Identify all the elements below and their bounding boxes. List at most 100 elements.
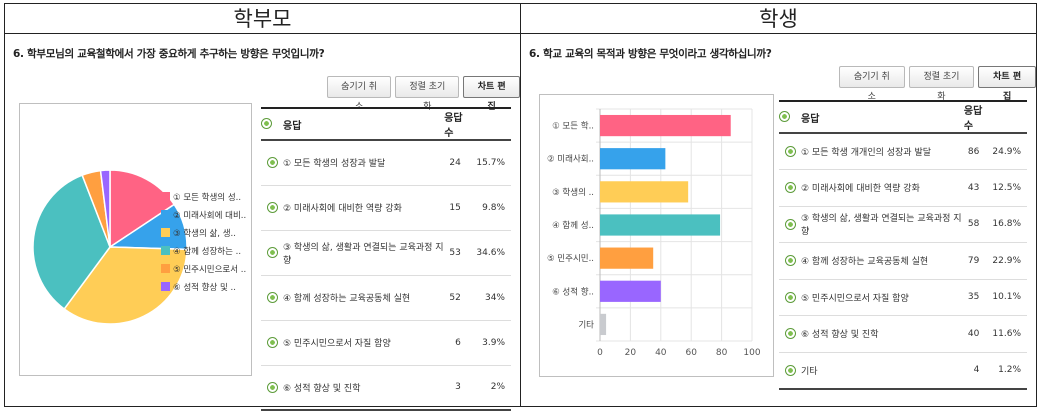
response-table: 응답 응답수 ① 모든 학생 개개인의 성장과 발달 86 24.9% ② 미래사회에… [779,100,1027,390]
y-tick-label: 기타 [578,320,594,330]
y-tick-label: ③ 학생의 .. [552,187,594,198]
legend-swatch [161,264,170,273]
answer-cell: ① 모든 학생 개개인의 성장과 발달 [801,133,964,170]
table-row[interactable]: ③ 학생의 삶, 생활과 연결되는 교육과정 지향 53 34.6% [261,230,511,276]
radio-icon [784,255,796,267]
answer-cell: ⑤ 민주시민으로서 자질 함양 [801,279,964,316]
response-table: 응답 응답수 ① 모든 학생의 성장과 발달 24 15.7% ② 미래사회에 대비한… [261,107,511,411]
answer-cell: ① 모든 학생의 성장과 발달 [283,140,445,186]
y-tick-label: ④ 함께 성.. [552,221,594,231]
panel-header: 학부모 [5,4,520,34]
legend-item: ① 모든 학생의 성.. [161,191,241,203]
radio-icon [784,328,796,340]
table-row[interactable]: ① 모든 학생 개개인의 성장과 발달 86 24.9% [779,133,1027,170]
legend-swatch [161,246,170,255]
radio-icon [261,118,272,130]
pie-slice [99,169,111,248]
x-tick-label: 0 [597,348,603,358]
pie-slice [63,246,188,325]
answer-cell: ④ 함께 성장하는 교육공동체 실현 [283,275,445,321]
legend-swatch [161,210,170,219]
x-tick-label: 20 [625,348,637,358]
legend-swatch [161,228,170,237]
y-tick-label: ⑥ 성적 향.. [552,286,594,297]
bar [600,114,731,137]
percent-cell: 16.8% [983,206,1027,243]
table-row[interactable]: ⑥ 성적 향상 및 진학 40 11.6% [779,315,1027,353]
percent-cell: 34.6% [464,230,511,276]
pie-slice [109,169,176,249]
legend-item: ⑥ 성적 향상 및 .. [161,281,236,293]
count-cell: 3 [444,365,465,411]
reset-sort-button[interactable]: 정렬 초기화 [908,66,975,102]
edit-chart-button[interactable]: 차트 편집 [978,66,1036,102]
answer-cell: ② 미래사회에 대비한 역량 강화 [801,169,964,207]
answer-cell: ② 미래사회에 대비한 역량 강화 [283,185,445,231]
bar [600,280,661,302]
y-tick-label: ② 미래사회.. [547,155,594,165]
answer-cell: ③ 학생의 삶, 생활과 연결되는 교육과정 지향 [801,206,964,243]
radio-icon [266,157,278,169]
bar [600,148,666,170]
answer-cell: ⑤ 민주시민으로서 자질 함양 [283,320,445,366]
count-header: 응답수 [444,107,511,141]
reset-sort-button[interactable]: 정렬 초기화 [395,76,460,112]
table-row[interactable]: ③ 학생의 삶, 생활과 연결되는 교육과정 지향 58 16.8% [779,206,1027,243]
table-row[interactable]: ⑤ 민주시민으로서 자질 함양 6 3.9% [261,320,511,366]
x-tick-label: 100 [743,348,760,358]
percent-cell: 22.9% [983,242,1027,280]
table-row[interactable]: ⑥ 성적 향상 및 진학 3 2% [261,365,511,411]
legend-label: ④ 함께 성장하는 .. [173,247,242,257]
table-row[interactable]: ② 미래사회에 대비한 역량 강화 43 12.5% [779,169,1027,207]
table-row[interactable]: 기타 4 1.2% [779,352,1027,390]
percent-cell: 3.9% [464,320,511,366]
radio-icon [266,337,278,348]
answer-cell: ③ 학생의 삶, 생활과 연결되는 교육과정 지향 [283,230,445,276]
percent-cell: 10.1% [983,279,1027,316]
bar-chart-box: 0 20 40 60 80 100 ① 모든 학.. ② 미래사회.. ③ 학생의 .. ④ 함께… [539,94,774,377]
count-cell: 35 [963,279,984,316]
answer-header: 응답 [283,107,445,141]
unhide-button[interactable]: 숨기기 취소 [327,76,392,112]
percent-cell: 9.8% [464,185,511,231]
count-cell: 58 [963,206,984,243]
bar [600,181,689,203]
table-row[interactable]: ④ 함께 성장하는 교육공동체 실현 52 34% [261,275,511,321]
legend-swatch [161,282,170,291]
count-cell: 43 [963,169,984,207]
bar [600,214,721,236]
table-row[interactable]: ⑤ 민주시민으로서 자질 함양 35 10.1% [779,279,1027,316]
y-tick-label: ① 모든 학.. [552,121,594,132]
count-cell: 86 [963,133,984,170]
answer-cell: ⑥ 성적 향상 및 진학 [283,365,445,411]
question-title: 6. 학부모님의 교육철학에서 가장 중요하게 추구하는 방향은 무엇입니까? [13,48,325,60]
legend-swatch [161,192,170,201]
count-header: 응답수 [963,100,1027,134]
legend-item: ⑤ 민주시민으로서 .. [161,263,246,275]
percent-cell: 24.9% [983,133,1027,170]
legend-label: ⑥ 성적 향상 및 .. [173,283,236,293]
edit-chart-button[interactable]: 차트 편집 [463,76,520,112]
pie-slice [32,174,111,310]
pie-chart [32,169,188,325]
radio-icon [784,218,796,230]
percent-cell: 12.5% [983,169,1027,207]
y-tick-label: ⑤ 민주시민.. [547,253,594,264]
pie-chart-box: ① 모든 학생의 성.. ② 미래사회에 대비.. ③ 학생의 삶, 생.. ④ 함께… [19,103,252,376]
percent-cell: 2% [464,365,511,411]
legend-label: ⑤ 민주시민으로서 .. [173,265,247,275]
table-row[interactable]: ④ 함께 성장하는 교육공동체 실현 79 22.9% [779,242,1027,280]
table-row[interactable]: ② 미래사회에 대비한 역량 강화 15 9.8% [261,185,511,231]
unhide-button[interactable]: 숨기기 취소 [839,66,905,102]
count-cell: 4 [963,352,984,390]
toolbar: 숨기기 취소 정렬 초기화 차트 편집 [327,76,520,112]
panel-header: 학생 [521,4,1036,34]
percent-cell: 11.6% [983,315,1027,353]
table-row[interactable]: ① 모든 학생의 성장과 발달 24 15.7% [261,140,511,186]
bar-chart: 0 20 40 60 80 100 ① 모든 학.. ② 미래사회.. ③ 학생의 .. ④ 함께… [547,108,761,358]
bar [600,247,654,269]
legend-label: ③ 학생의 삶, 생.. [173,229,236,239]
radio-icon [784,291,796,303]
radio-icon [784,182,796,194]
count-cell: 6 [444,320,465,366]
